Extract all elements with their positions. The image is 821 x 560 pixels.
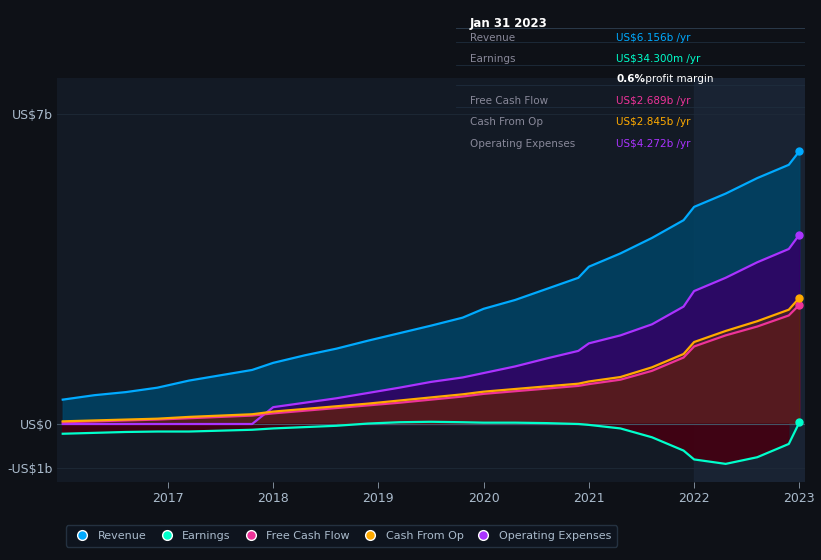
Text: Cash From Op: Cash From Op <box>470 117 543 127</box>
Text: US$2.845b /yr: US$2.845b /yr <box>616 117 690 127</box>
Text: 0.6%: 0.6% <box>616 74 645 84</box>
Text: Jan 31 2023: Jan 31 2023 <box>470 17 548 30</box>
Text: Earnings: Earnings <box>470 54 515 64</box>
Text: Operating Expenses: Operating Expenses <box>470 139 575 149</box>
Text: Free Cash Flow: Free Cash Flow <box>470 96 548 106</box>
Text: US$6.156b /yr: US$6.156b /yr <box>616 32 690 43</box>
Bar <box>694 78 815 482</box>
Legend: Revenue, Earnings, Free Cash Flow, Cash From Op, Operating Expenses: Revenue, Earnings, Free Cash Flow, Cash … <box>66 525 617 547</box>
Text: US$4.272b /yr: US$4.272b /yr <box>616 139 690 149</box>
Text: profit margin: profit margin <box>642 74 713 84</box>
Text: US$34.300m /yr: US$34.300m /yr <box>616 54 700 64</box>
Text: US$2.689b /yr: US$2.689b /yr <box>616 96 690 106</box>
Text: Revenue: Revenue <box>470 32 515 43</box>
